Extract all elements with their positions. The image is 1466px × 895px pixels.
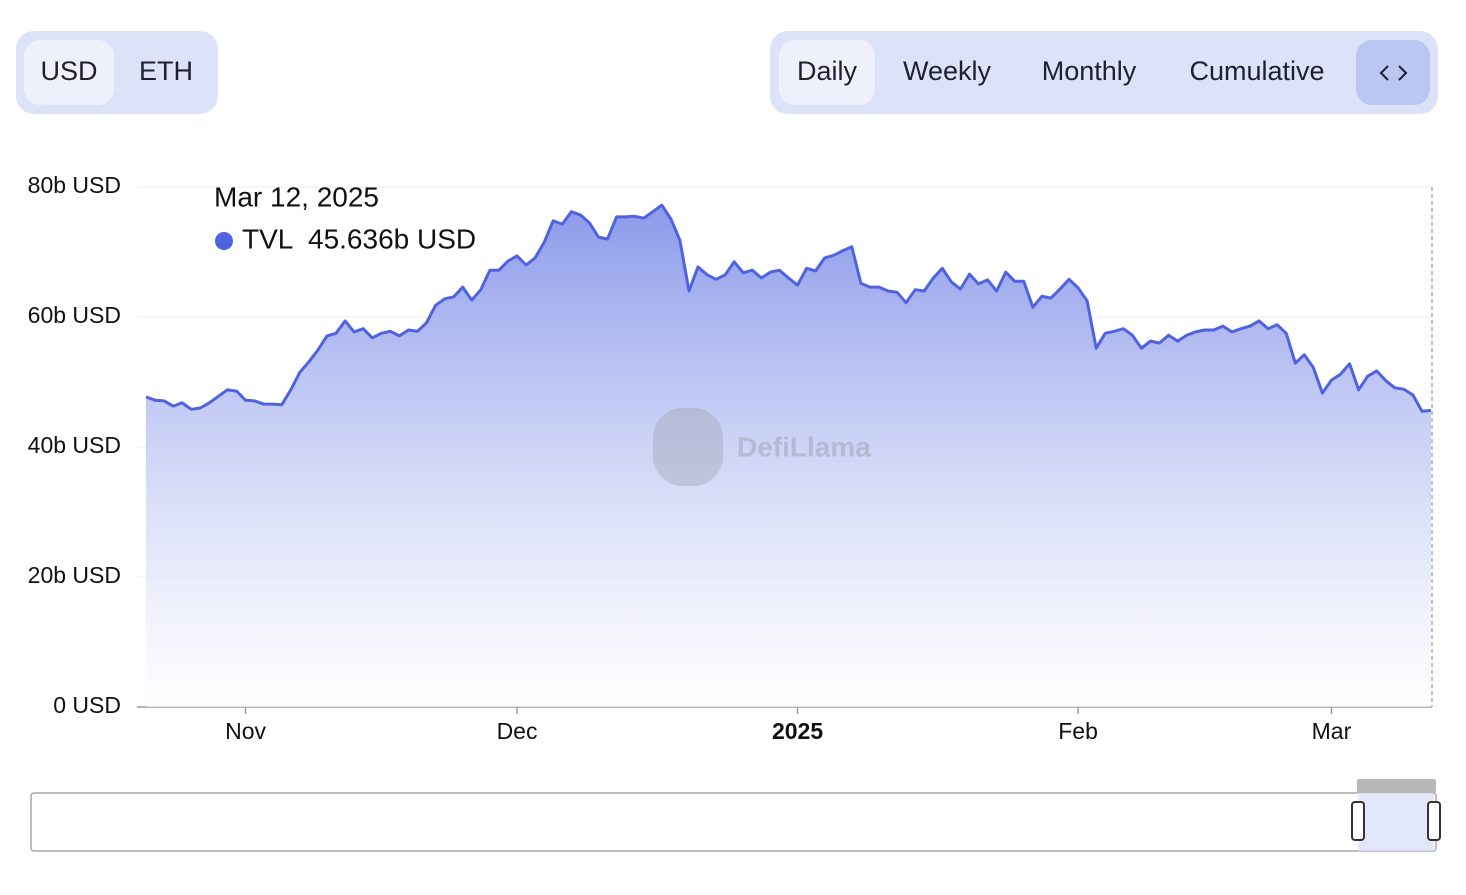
x-tick-label: Nov [225,718,266,744]
navigator-drag-bar[interactable] [1357,779,1436,793]
period-button[interactable]: Weekly [903,56,992,86]
watermark: DefiLlama [653,408,871,486]
y-tick-label: 60b USD [28,302,121,328]
y-tick-label: 0 USD [53,692,121,718]
currency-button[interactable]: ETH [139,56,193,86]
period-group [770,31,1438,114]
x-tick-label: 2025 [772,718,823,744]
x-tick-label: Feb [1058,718,1098,744]
period-button[interactable]: Monthly [1042,56,1137,86]
watermark-text: DefiLlama [737,431,871,462]
active-tab-bg [24,40,114,105]
navigator-handle[interactable] [1351,801,1365,841]
currency-button[interactable]: USD [40,56,97,86]
y-tick-label: 20b USD [28,562,121,588]
embed-button[interactable] [1356,40,1430,105]
watermark-logo [653,408,723,486]
navigator[interactable] [30,792,1437,852]
tooltip-series: TVL [242,223,293,254]
y-tick-label: 40b USD [28,432,121,458]
tooltip-dot [215,232,233,250]
x-tick-label: Dec [497,718,538,744]
navigator-selection[interactable] [1358,793,1434,851]
line [145,203,1432,413]
period-button[interactable]: Daily [797,56,858,86]
plot-area: 0 USD 20b USD 40b USD 60b USD 80b USD Nov Dec 2… [28,172,1433,744]
embed-icon [1379,65,1408,81]
period-button[interactable]: Cumulative [1189,56,1324,86]
area [146,205,1431,707]
active-tab-bg [779,40,875,105]
x-tick-label: Mar [1312,718,1352,744]
tooltip-value: 45.636b USD [308,223,476,254]
y-tick-label: 80b USD [28,172,121,198]
navigator-handle[interactable] [1427,801,1441,841]
tooltip-date: Mar 12, 2025 [214,181,379,212]
